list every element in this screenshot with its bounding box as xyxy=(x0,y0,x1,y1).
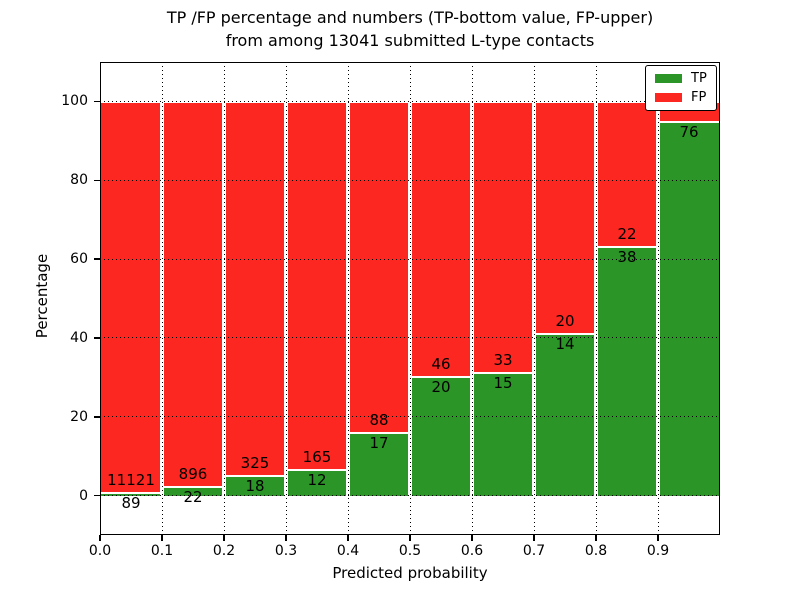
fp-count-label: 11121 xyxy=(107,471,155,490)
y-tick xyxy=(94,494,100,497)
x-tick-label: 0.1 xyxy=(150,543,174,559)
bar-segment-fp xyxy=(596,101,658,246)
gridline-v xyxy=(161,62,163,535)
fp-count-label: 896 xyxy=(178,465,208,484)
legend-label: FP xyxy=(691,90,707,105)
bar-segment-tp xyxy=(286,468,348,496)
bar-segment-fp xyxy=(410,101,472,377)
bar-segment-fp xyxy=(100,101,162,493)
bar-segment-tp xyxy=(596,245,658,496)
bar-segment-tp xyxy=(162,486,224,496)
tp-count-label: 14 xyxy=(555,335,575,354)
gridline-v xyxy=(657,62,659,535)
x-tick-label: 0.3 xyxy=(274,543,298,559)
bar-segment-fp xyxy=(534,101,596,334)
y-tick-label: 100 xyxy=(61,93,88,110)
bar-segment-tp xyxy=(100,492,162,496)
legend: TP FP xyxy=(645,65,717,111)
gridline-v xyxy=(533,62,535,535)
tp-count-label: 12 xyxy=(307,470,327,489)
bar-segment-tp xyxy=(658,121,720,496)
fp-count-label: 88 xyxy=(369,410,389,429)
tp-count-label: 22 xyxy=(183,488,203,507)
bar-segment-tp xyxy=(348,431,410,496)
gridline-v xyxy=(595,62,597,535)
y-tick-label: 20 xyxy=(70,408,88,425)
y-tick xyxy=(94,337,100,339)
legend-label: TP xyxy=(691,71,707,86)
y-tick-label: 40 xyxy=(70,329,88,346)
bar-segment-fp xyxy=(286,101,348,469)
tp-count-label: 20 xyxy=(431,378,451,397)
x-tick-label: 0.6 xyxy=(460,543,484,559)
gridline-v xyxy=(285,62,287,535)
chart-title: TP /FP percentage and numbers (TP-bottom… xyxy=(100,6,720,52)
gridline-v xyxy=(409,62,411,535)
fp-count-label: 33 xyxy=(493,351,513,370)
tp-count-label: 76 xyxy=(679,123,699,142)
gridline-v xyxy=(223,62,225,535)
x-tick-label: 0.4 xyxy=(336,543,360,559)
x-tick xyxy=(347,535,349,541)
y-tick-label: 0 xyxy=(79,487,88,504)
x-tick-label: 0.7 xyxy=(522,543,546,559)
x-tick-label: 0.8 xyxy=(584,543,608,559)
legend-item-tp: TP xyxy=(655,72,707,85)
tp-count-label: 15 xyxy=(493,374,513,393)
y-tick-label: 60 xyxy=(70,251,88,268)
x-tick xyxy=(99,535,101,541)
chart-title-line2: from among 13041 submitted L-type contac… xyxy=(225,31,595,50)
tp-count-label: 18 xyxy=(245,476,265,495)
x-tick xyxy=(409,535,411,541)
x-tick xyxy=(533,535,535,541)
x-tick-label: 0.0 xyxy=(88,543,112,559)
x-tick xyxy=(161,535,163,541)
bar-segment-tp xyxy=(410,376,472,496)
x-tick-label: 0.5 xyxy=(398,543,422,559)
y-tick-label: 80 xyxy=(70,172,88,189)
legend-item-fp: FP xyxy=(655,91,707,104)
gridline-v xyxy=(471,62,473,535)
x-tick xyxy=(595,535,597,541)
x-tick xyxy=(471,535,473,541)
x-tick xyxy=(657,535,659,541)
bar-segment-fp xyxy=(472,101,534,373)
y-tick xyxy=(94,179,100,181)
bar-segment-tp xyxy=(224,474,286,496)
x-tick xyxy=(223,535,225,541)
y-tick xyxy=(94,416,100,418)
y-tick xyxy=(94,100,100,103)
bar-segment-fp xyxy=(348,101,410,432)
fp-count-label: 22 xyxy=(617,224,637,243)
chart-title-line1: TP /FP percentage and numbers (TP-bottom… xyxy=(166,8,654,27)
fp-count-label: 46 xyxy=(431,355,451,374)
fp-swatch-icon xyxy=(655,93,682,102)
bar-segment-tp xyxy=(534,333,596,496)
x-tick-label: 0.2 xyxy=(212,543,236,559)
fp-count-label: 165 xyxy=(302,447,332,466)
x-tick-label: 0.9 xyxy=(646,543,670,559)
x-tick xyxy=(285,535,287,541)
bar-segment-fp xyxy=(162,101,224,487)
fp-count-label: 20 xyxy=(555,312,575,331)
gridline-v xyxy=(347,62,349,535)
bar-segment-fp xyxy=(224,101,286,475)
tp-count-label: 89 xyxy=(121,494,141,513)
fp-count-label: 325 xyxy=(240,453,270,472)
bar-segment-tp xyxy=(472,372,534,496)
y-tick xyxy=(94,258,100,260)
x-axis-label: Predicted probability xyxy=(332,564,488,582)
tp-swatch-icon xyxy=(655,74,682,83)
tp-count-label: 38 xyxy=(617,247,637,266)
tp-count-label: 17 xyxy=(369,433,389,452)
